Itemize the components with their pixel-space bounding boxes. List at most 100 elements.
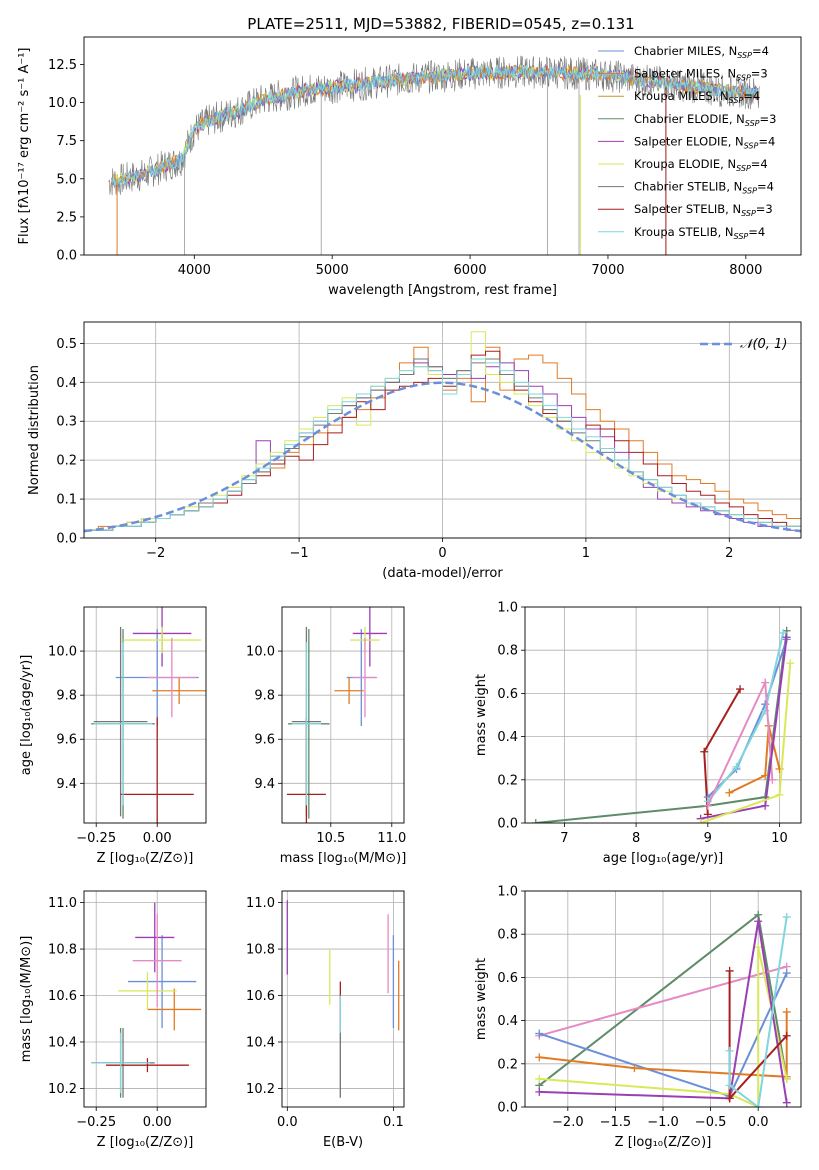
weight-line [728,970,788,1101]
legend-label: Kroupa ELODIE, NSSP=4 [634,157,768,173]
legend-label: Kroupa MILES, NSSP=4 [634,89,760,105]
legend-label-suffix: =4 [758,134,775,148]
x-tick-label: 0.0 [748,1115,769,1130]
weight-marker [630,1064,639,1073]
legend-label-text: Kroupa STELIB, N [634,225,734,239]
weight-line [539,946,788,1107]
axes-frame [83,890,207,1108]
x-tick-label: 7000 [591,263,624,278]
legend-label-text: Salpeter STELIB, N [634,202,741,216]
x-tick-label: 11.0 [377,831,406,846]
y-tick-label: 0.0 [497,1101,518,1116]
weight-vs-metallicity-panel: −2.0 −1.5 −1.0 −0.5 0.0 0.0 0.2 0.4 0.6 0.8 1.0 Z [… [474,885,802,1150]
axes-frame [524,890,802,1108]
weight-line [728,725,781,794]
plot-area [531,626,795,823]
x-tick-label: 9 [704,831,712,846]
weight-marker [754,917,763,926]
x-tick-label: −0.25 [76,831,116,846]
x-tick-label: 0.00 [143,1115,172,1130]
weight-marker [768,775,777,784]
legend-label-sub: SSP [737,51,752,60]
legend-label-text: Salpeter MILES, N [634,67,736,81]
legend-label-sub: SSP [736,74,751,83]
x-axis-label: Z [log₁₀(Z/Z⊙)] [97,851,194,866]
y-tick-label: 0.8 [497,928,518,943]
weight-marker [754,1103,763,1107]
x-tick-label: −2.0 [552,1115,584,1130]
weight-line [535,630,788,823]
weight-marker [761,678,770,687]
weight-marker [736,685,745,694]
y-tick-label: 7.5 [56,134,77,149]
axes-frame [281,606,405,824]
x-tick-label: −0.5 [695,1115,727,1130]
x-tick-label: 0.0 [277,1115,298,1130]
y-tick-label: 10.2 [48,1082,77,1097]
spectrum-data-line [108,55,760,196]
y-tick-label: 10.6 [246,989,275,1004]
weight-marker [725,1094,734,1103]
legend-label: Salpeter ELODIE, NSSP=4 [634,134,775,150]
x-axis-label: E(B-V) [323,1135,363,1150]
y-tick-label: 0.3 [56,415,77,430]
y-axis-label: Normed distribution [27,365,42,495]
weight-line [728,916,788,1107]
y-tick-label: 2.5 [56,210,77,225]
legend-label-suffix: =4 [748,225,765,239]
legend-label-text: Chabrier ELODIE, N [634,112,745,126]
y-axis-label: age [log₁₀(age/yr)] [19,655,34,776]
plot-area [286,607,387,823]
y-tick-label: 11.0 [246,896,275,911]
y-tick-label: 10.0 [246,645,275,660]
y-tick-label: 5.0 [56,172,77,187]
y-tick-label: 10.0 [48,645,77,660]
legend-label: Salpeter MILES, NSSP=3 [634,67,768,83]
y-tick-label: 0.8 [497,644,518,659]
x-axis-label: mass [log₁₀(M/M⊙)] [280,851,407,866]
legend-label: Kroupa STELIB, NSSP=4 [634,225,765,241]
weight-marker [786,659,795,668]
y-axis-label: mass weight [474,674,489,756]
legend-label-sub: SSP [745,119,760,128]
plot-area [91,607,206,823]
y-tick-label: 10.4 [48,1035,77,1050]
legend-label: Chabrier STELIB, NSSP=4 [634,180,774,196]
legend-label-text: Chabrier MILES, N [634,44,737,58]
legend-label-suffix: =4 [751,157,768,171]
weight-marker [775,790,784,799]
spectrum-panel: 4000 5000 6000 7000 8000 0.0 2.5 5.0 7.5 10.0 12.5… [17,36,802,298]
weight-marker [782,1031,791,1040]
x-axis-label: wavelength [Angstrom, rest frame] [328,283,557,298]
x-tick-label: 4000 [178,263,211,278]
y-tick-label: 9.8 [56,689,77,704]
residuals-panel: −2 −1 0 1 2 0.0 0.1 0.2 0.3 0.4 0.5 (data-model)/er… [27,321,802,581]
legend-label-suffix: =3 [756,202,773,216]
y-tick-label: 10.8 [246,943,275,958]
y-tick-label: 0.5 [56,337,77,352]
x-axis-label: Z [log₁₀(Z/Z⊙)] [97,1135,194,1150]
legend-label-sub: SSP [736,164,751,173]
weight-vs-age-panel: 7 8 9 10 0.0 0.2 0.4 0.6 0.8 1.0 age [log₁₀(age/yr… [474,601,802,866]
x-tick-label: −2 [146,546,165,561]
y-tick-label: 9.4 [56,777,77,792]
plot-area [84,331,801,533]
weight-marker [725,788,734,797]
y-axis-label: mass [log₁₀(M/M⊙)] [19,936,34,1063]
legend-label: Chabrier ELODIE, NSSP=3 [634,112,776,128]
weight-marker [535,1029,544,1038]
weight-marker [696,819,705,823]
spectrum-title: PLATE=2511, MJD=53882, FIBERID=0545, z=0… [247,15,634,33]
y-tick-label: 0.4 [497,730,518,745]
y-tick-label: 0.0 [497,817,518,832]
mass-vs-ebv-panel: 0.0 0.1 10.2 10.4 10.6 10.8 11.0 E(B-V) [246,890,405,1150]
legend-label-text: Kroupa MILES, N [634,89,729,103]
plot-area [108,55,760,255]
y-tick-label: 0.2 [56,454,77,469]
y-tick-label: 0.6 [497,971,518,986]
x-tick-label: 7 [560,831,568,846]
y-tick-label: 0.6 [497,687,518,702]
y-axis-label: mass weight [474,958,489,1040]
y-tick-label: 10.4 [246,1035,275,1050]
y-tick-label: 9.6 [56,733,77,748]
